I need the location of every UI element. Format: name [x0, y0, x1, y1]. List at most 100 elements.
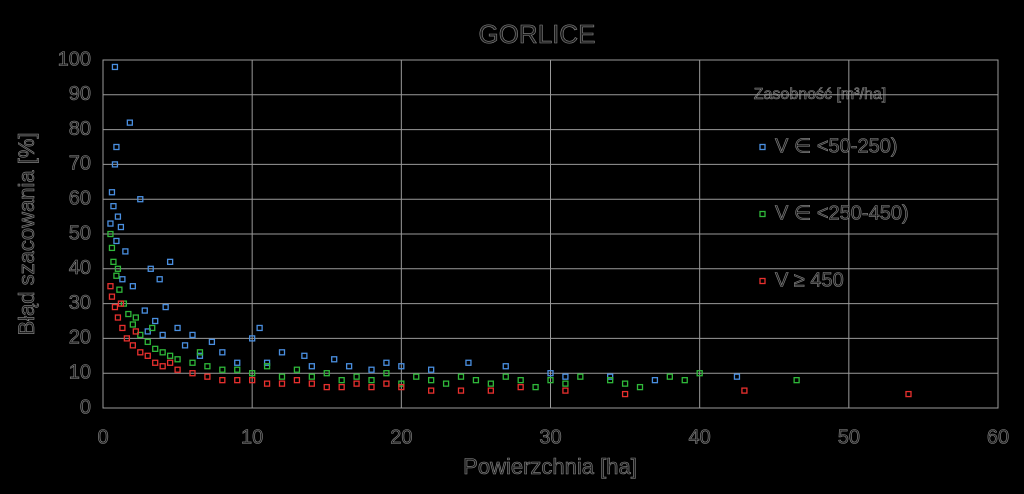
legend-label: V ∈ <50-250) — [775, 135, 898, 157]
point — [129, 342, 136, 349]
point — [607, 373, 614, 380]
point — [166, 258, 174, 265]
point — [263, 363, 271, 370]
x-tick-label: 20 — [390, 426, 412, 448]
point — [368, 383, 375, 391]
point — [532, 383, 539, 391]
point — [278, 380, 286, 387]
point — [108, 189, 116, 196]
point — [129, 283, 136, 290]
point — [141, 307, 148, 314]
point — [152, 345, 159, 352]
y-tick-label: 60 — [69, 187, 91, 209]
point — [681, 377, 688, 384]
point — [487, 380, 494, 387]
point — [149, 324, 156, 332]
point — [117, 300, 125, 307]
point — [234, 359, 241, 366]
point — [162, 303, 169, 311]
x-tick-label: 60 — [987, 426, 1009, 448]
x-tick-label: 30 — [539, 426, 561, 448]
x-axis-label: Powierzchnia [ha] — [463, 454, 637, 479]
point — [219, 377, 226, 384]
x-tick-label: 10 — [241, 426, 263, 448]
point — [368, 377, 375, 384]
point — [110, 203, 117, 210]
point — [156, 276, 163, 283]
point — [293, 377, 301, 384]
y-tick-label: 10 — [69, 361, 91, 383]
point — [166, 359, 174, 366]
point — [636, 383, 644, 391]
point — [174, 366, 181, 373]
point — [249, 377, 256, 384]
point — [147, 265, 154, 272]
point — [278, 349, 286, 356]
point — [126, 119, 133, 126]
legend-marker — [759, 210, 766, 218]
legend-marker — [759, 143, 766, 151]
point — [345, 363, 353, 370]
point — [323, 383, 330, 391]
point — [107, 283, 114, 290]
point — [428, 366, 435, 373]
point — [577, 373, 584, 380]
point — [159, 363, 166, 370]
point — [116, 286, 123, 293]
point — [108, 244, 116, 252]
point — [144, 328, 151, 335]
point — [159, 349, 166, 356]
point — [189, 331, 196, 339]
point — [793, 377, 800, 384]
point — [308, 373, 315, 380]
point — [117, 223, 125, 231]
point — [114, 213, 122, 220]
point — [607, 377, 614, 384]
point — [293, 366, 301, 373]
point — [383, 370, 390, 377]
x-tick-label: 50 — [838, 426, 860, 448]
x-tick-label: 40 — [689, 426, 711, 448]
point — [547, 370, 554, 377]
point — [413, 373, 420, 380]
point — [621, 390, 629, 398]
point — [114, 314, 122, 321]
point — [137, 349, 144, 356]
y-tick-label: 50 — [69, 222, 91, 244]
point — [123, 335, 131, 342]
y-tick-label: 100 — [58, 48, 91, 70]
point — [234, 366, 241, 373]
point — [457, 373, 465, 380]
point — [733, 373, 741, 380]
point — [338, 377, 345, 384]
point — [323, 370, 330, 377]
point — [166, 352, 174, 359]
legend-label: V ∈ <250-450) — [775, 202, 909, 224]
point — [144, 338, 151, 346]
y-tick-label: 30 — [69, 292, 91, 314]
x-tick-label: 0 — [97, 426, 108, 448]
point — [562, 373, 569, 380]
point — [113, 272, 120, 279]
point — [666, 373, 673, 380]
point — [502, 373, 509, 380]
point — [398, 383, 405, 391]
y-tick-label: 0 — [80, 396, 91, 418]
point — [152, 359, 159, 366]
point — [278, 373, 286, 380]
point — [132, 314, 139, 321]
point — [111, 303, 119, 311]
point — [107, 220, 114, 227]
point — [562, 380, 569, 387]
point — [301, 352, 308, 359]
point — [457, 387, 465, 394]
point — [331, 356, 338, 363]
point — [204, 363, 211, 370]
point — [189, 370, 196, 377]
point — [196, 352, 204, 359]
point — [502, 363, 509, 370]
point — [517, 383, 524, 391]
point — [696, 370, 703, 377]
point — [263, 359, 271, 366]
